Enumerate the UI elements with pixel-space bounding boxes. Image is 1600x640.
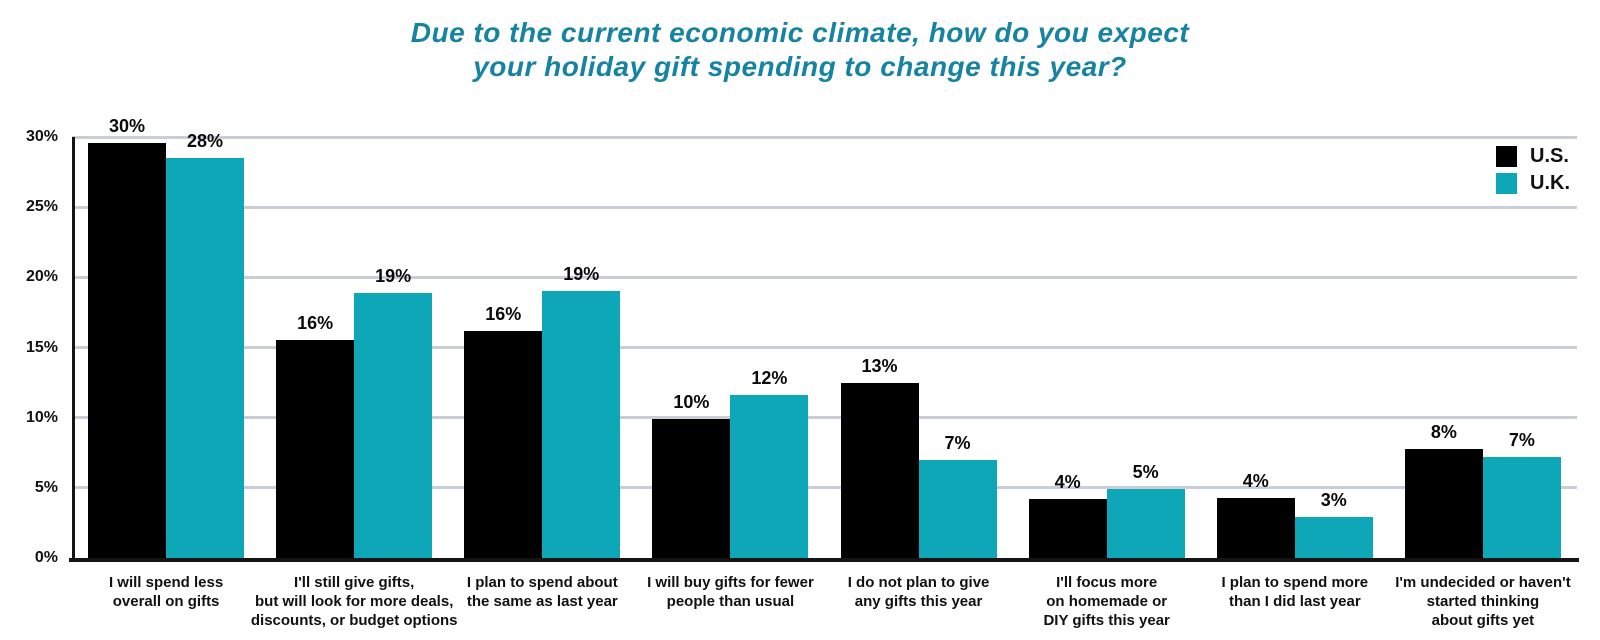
category-label-0: I will spend less overall on gifts: [109, 573, 223, 611]
category-label-0-line-0: I will spend less: [108, 574, 224, 591]
category-label-2-line-1: the same as last year: [466, 593, 618, 610]
y-tick-label-10: 10%: [25, 408, 58, 426]
bar-us-2: [464, 330, 543, 558]
legend: U.S. U.K.: [1496, 146, 1570, 194]
category-label-5-line-1: on homemade or: [1046, 593, 1168, 610]
bar-value-label-uk-7: 7%: [1508, 429, 1535, 450]
category-label-5-line-2: DIY gifts this year: [1043, 612, 1170, 629]
bar-uk-1: [354, 292, 433, 558]
bar-us-7: [1404, 448, 1483, 558]
chart-title-line-1: Due to the current economic climate, how…: [410, 17, 1190, 48]
category-label-4-line-1: any gifts this year: [854, 593, 983, 610]
category-label-6: I plan to spend more than I did last year: [1221, 573, 1368, 611]
category-label-1-line-2: discounts, or budget options: [250, 612, 458, 629]
bar-us-6: [1216, 497, 1295, 558]
gridline-20: [72, 275, 1577, 279]
category-label-1-line-0: I'll still give gifts,: [294, 574, 415, 591]
bar-value-label-us-3: 10%: [673, 392, 710, 413]
bar-us-4: [840, 382, 919, 558]
category-label-2-line-0: I plan to spend about: [466, 574, 618, 591]
legend-swatch-us: [1496, 146, 1517, 167]
legend-label-us: U.S.: [1530, 145, 1569, 167]
bar-uk-6: [1294, 517, 1373, 558]
y-tick-label-5: 5%: [34, 478, 58, 496]
category-label-1: I'll still give gifts, but will look for …: [251, 573, 458, 630]
category-label-1-line-1: but will look for more deals,: [255, 593, 454, 610]
bar-value-label-us-4: 13%: [861, 355, 898, 376]
y-tick-label-0: 0%: [34, 549, 58, 566]
category-label-4-line-0: I do not plan to give: [847, 574, 990, 591]
bar-us-3: [652, 419, 731, 558]
bar-value-label-us-6: 4%: [1242, 470, 1269, 491]
bar-uk-2: [542, 291, 621, 558]
bar-value-label-us-1: 16%: [297, 313, 334, 334]
gridline-10: [72, 416, 1577, 420]
bar-value-label-uk-3: 12%: [751, 368, 788, 389]
y-tick-label-15: 15%: [25, 338, 58, 356]
gridline-5: [72, 486, 1577, 490]
gridline-25: [72, 205, 1577, 209]
bar-value-label-us-2: 16%: [485, 303, 522, 324]
bar-value-label-us-5: 4%: [1054, 472, 1081, 493]
category-label-2: I plan to spend about the same as last ye…: [467, 573, 618, 611]
category-label-7: I'm undecided or haven't started thinking…: [1395, 573, 1571, 630]
category-label-0-line-1: overall on gifts: [112, 593, 220, 610]
legend-swatch-uk: [1496, 173, 1517, 194]
y-axis-line: [72, 137, 75, 562]
legend-label-uk: U.K.: [1530, 172, 1570, 194]
gridline-15: [72, 346, 1577, 349]
plot-area: 0% 5% 10% 15% 20% 25% 30% 30% 28% 16% 19% 16% 19% 10…: [26, 116, 1579, 629]
y-tick-label-30: 30%: [25, 128, 58, 145]
bar-value-label-uk-6: 3%: [1320, 490, 1347, 511]
y-tick-label-25: 25%: [25, 198, 58, 216]
bar-us-0: [88, 142, 166, 558]
legend-row-uk: U.K.: [1496, 173, 1570, 194]
category-label-3-line-0: I will buy gifts for fewer: [647, 574, 814, 591]
gridline-30: [72, 135, 1577, 139]
category-label-7-line-0: I'm undecided or haven't: [1395, 574, 1571, 591]
category-label-7-line-2: about gifts yet: [1431, 612, 1535, 629]
category-label-3-line-1: people than usual: [666, 593, 795, 610]
bar-us-1: [276, 340, 355, 558]
category-label-7-line-1: started thinking: [1426, 593, 1540, 610]
bar-value-label-uk-5: 5%: [1132, 462, 1159, 483]
bar-uk-7: [1482, 456, 1561, 558]
bar-value-label-uk-0: 28%: [186, 131, 224, 152]
bar-uk-5: [1106, 489, 1185, 558]
bar-value-label-uk-2: 19%: [563, 264, 600, 285]
bar-uk-4: [918, 459, 997, 558]
bar-value-label-uk-4: 7%: [944, 432, 971, 453]
bar-value-label-us-0: 30%: [108, 115, 146, 136]
x-axis-line: [69, 558, 1579, 562]
bar-uk-0: [166, 158, 244, 558]
category-label-5-line-0: I'll focus more: [1056, 574, 1158, 591]
chart-title: Due to the current economic climate, how…: [0, 16, 1600, 84]
bar-us-5: [1028, 499, 1107, 558]
category-label-3: I will buy gifts for fewer people than us…: [647, 573, 814, 611]
category-label-5: I'll focus more on homemade or DIY gifts t…: [1043, 573, 1169, 630]
bar-value-label-uk-1: 19%: [375, 265, 412, 286]
bar-uk-3: [730, 395, 809, 558]
bar-value-label-us-7: 8%: [1430, 421, 1457, 442]
category-label-6-line-1: than I did last year: [1228, 593, 1361, 610]
category-label-6-line-0: I plan to spend more: [1221, 574, 1369, 591]
chart-title-line-2: your holiday gift spending to change thi…: [473, 51, 1127, 82]
y-tick-label-20: 20%: [25, 268, 58, 286]
category-label-4: I do not plan to give any gifts this year: [848, 573, 990, 611]
legend-row-us: U.S.: [1496, 146, 1570, 167]
